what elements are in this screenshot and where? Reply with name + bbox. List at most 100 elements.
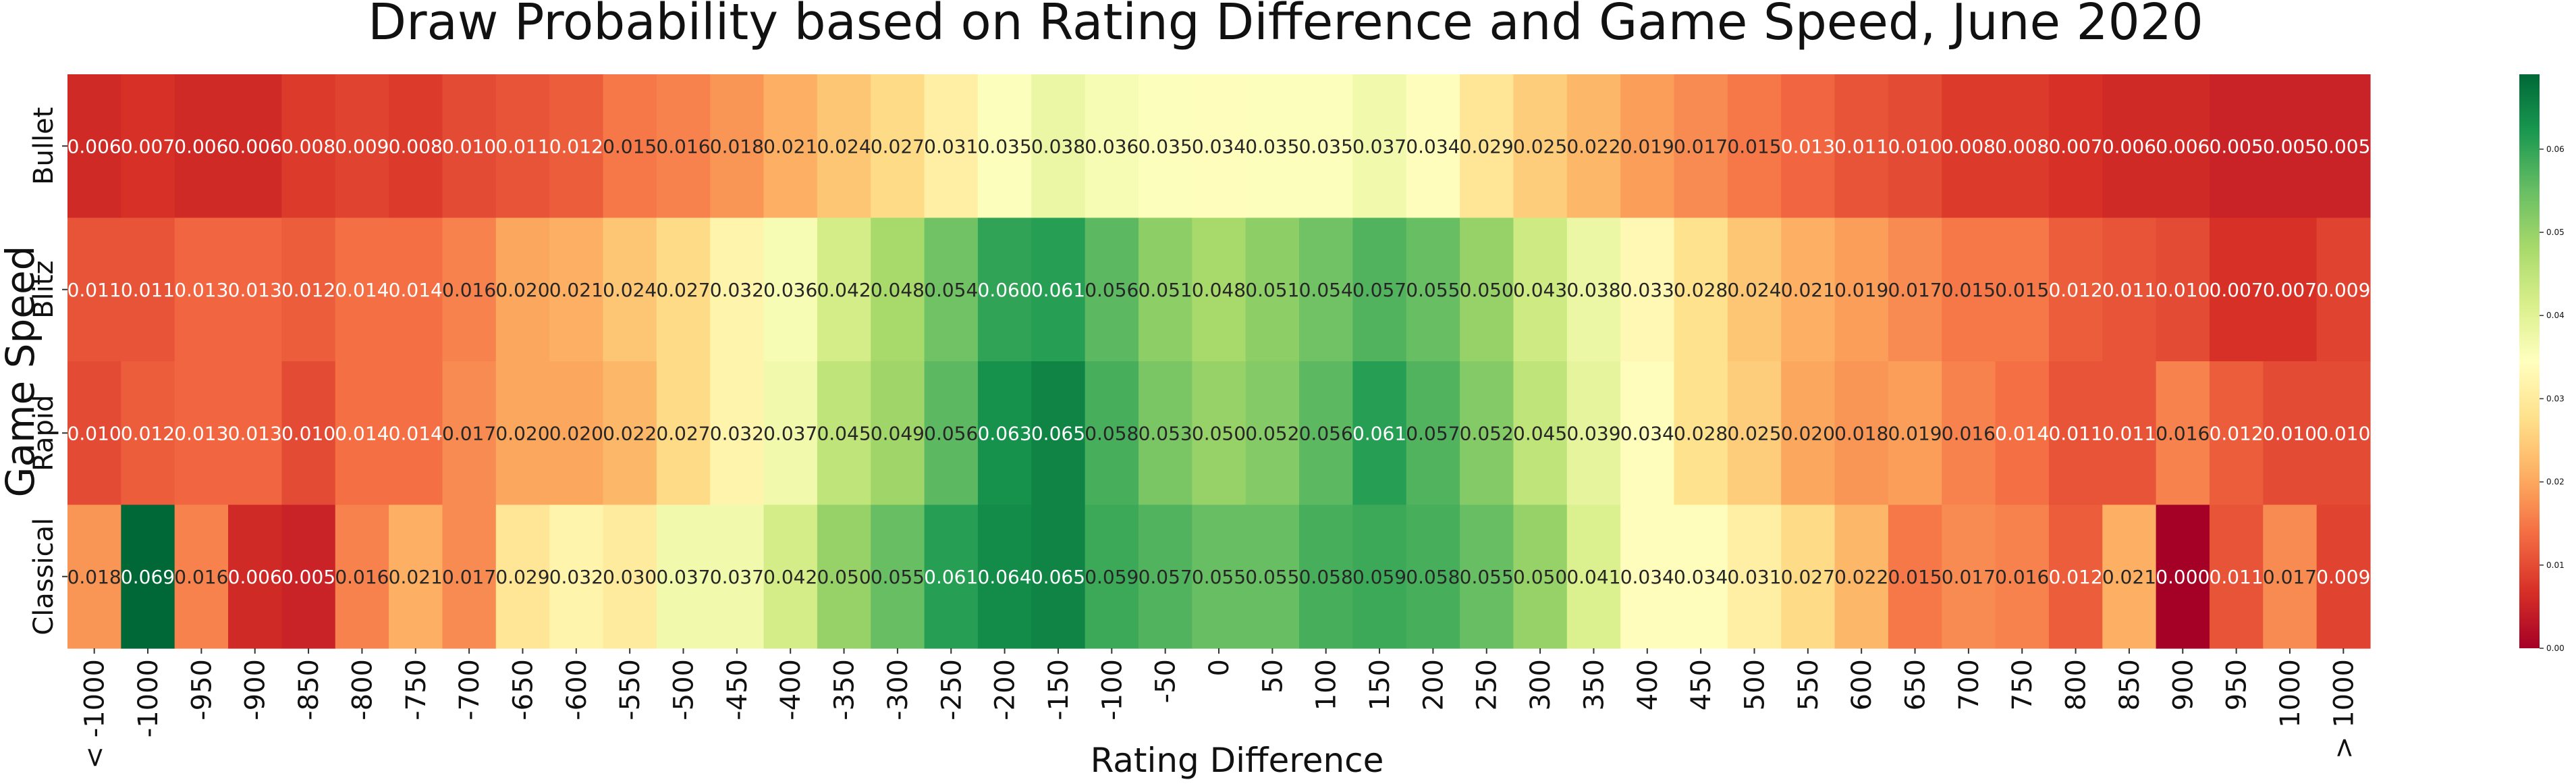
cell-value-label: 0.007 [2048,135,2102,157]
heatmap-cell [281,74,336,219]
heatmap-cell [2209,217,2264,362]
chart-title: Draw Probability based on Rating Differe… [368,0,2203,51]
cell-value-label: 0.057 [1406,422,1460,444]
x-tick-label: -1000 [133,659,164,737]
heatmap-cell [1942,217,1996,362]
heatmap-cell [2156,217,2210,362]
cell-value-label: 0.019 [1888,422,1942,444]
cell-value-label: 0.021 [389,566,443,588]
heatmap-cell [1085,504,1139,649]
cell-value-label: 0.020 [1781,422,1835,444]
heatmap-cell [603,74,657,219]
heatmap-cell [1031,74,1086,219]
heatmap-cell [1942,361,1996,506]
cell-value-label: 0.058 [1085,422,1139,444]
colorbar-gradient [2519,74,2540,648]
colorbar-tick-label: 0.02 [2546,477,2565,487]
cell-value-label: 0.028 [1674,422,1728,444]
cell-value-label: 0.016 [2156,422,2210,444]
heatmap-cell [603,217,657,362]
cell-value-label: 0.064 [978,566,1032,588]
cell-value-label: 0.032 [710,279,764,301]
heatmap-cell [1620,74,1675,219]
cell-value-label: 0.017 [1674,135,1728,157]
cell-value-label: 0.000 [2156,566,2210,588]
cell-value-label: 0.007 [2263,279,2317,301]
cell-value-label: 0.014 [335,422,389,444]
heatmap-cell [710,504,765,649]
cell-value-label: 0.027 [871,135,925,157]
heatmap-cell [335,217,389,362]
cell-value-label: 0.006 [67,135,121,157]
heatmap-cell [228,74,282,219]
y-tick-label: Blitz [28,261,59,319]
heatmap-cell [1299,504,1353,649]
cell-value-label: 0.020 [549,422,603,444]
heatmap-cell [710,217,765,362]
colorbar-tick-label: 0.00 [2546,644,2565,653]
x-tick-label: 850 [2114,659,2145,710]
heatmap-cell [1138,74,1193,219]
heatmap-cell [1245,361,1300,506]
cell-value-label: 0.039 [1566,422,1620,444]
heatmap-cell [817,361,871,506]
heatmap-cell [1460,74,1514,219]
heatmap-cell [2316,361,2371,506]
cell-value-label: 0.056 [1299,422,1353,444]
cell-value-label: 0.013 [228,279,282,301]
heatmap-cell [2048,74,2103,219]
heatmap-cell [1299,217,1353,362]
cell-value-label: 0.021 [2102,566,2156,588]
cell-value-label: 0.059 [1085,566,1139,588]
heatmap-cell [1674,217,1728,362]
cell-value-label: 0.034 [1620,422,1674,444]
heatmap-cell [1834,74,1889,219]
cell-value-label: 0.012 [121,422,175,444]
heatmap-cell [763,217,818,362]
heatmap-cell [495,504,550,649]
heatmap-cell [442,74,497,219]
colorbar-tick-label: 0.01 [2546,560,2565,570]
cell-value-label: 0.042 [763,566,817,588]
cell-value-label: 0.012 [2048,566,2102,588]
heatmap-cell [1513,504,1568,649]
cell-value-label: 0.041 [1566,566,1620,588]
cell-value-label: 0.038 [1566,279,1620,301]
cell-value-label: 0.020 [495,422,549,444]
cell-value-label: 0.031 [1727,566,1781,588]
heatmap-cell [2102,361,2157,506]
heatmap-cell [1781,74,1836,219]
colorbar-tick-label: 0.05 [2546,228,2565,237]
cell-value-label: 0.016 [1942,422,1996,444]
cell-value-label: 0.042 [817,279,871,301]
cell-value-label: 0.011 [67,279,121,301]
heatmap-cell [871,504,925,649]
heatmap-cell [2156,361,2210,506]
heatmap-cell [924,74,979,219]
heatmap-cell [1566,217,1621,362]
cell-value-label: 0.006 [174,135,228,157]
cell-value-label: 0.016 [335,566,389,588]
cell-value-label: 0.017 [2263,566,2317,588]
cell-value-label: 0.008 [1995,135,2049,157]
x-tick-label: -950 [186,659,217,721]
heatmap-cell [817,74,871,219]
cell-value-label: 0.005 [281,566,335,588]
heatmap-cell [1727,74,1782,219]
x-tick-label: 350 [1579,659,1610,710]
cell-value-label: 0.011 [2102,422,2156,444]
cell-value-label: 0.035 [1299,135,1353,157]
heatmap-cell [174,361,229,506]
cell-value-label: 0.053 [1139,422,1193,444]
heatmap-cell [1352,504,1407,649]
cell-value-label: 0.035 [1139,135,1193,157]
heatmap-cell [2048,361,2103,506]
heatmap-cell [1888,74,1942,219]
cell-value-label: 0.017 [1888,279,1942,301]
heatmap-cell [1620,361,1675,506]
x-tick-label: 800 [2061,659,2092,710]
heatmap-cells: 0.006 0.007 0.006 0.006 0.008 0.009 0.008 0.010… [67,74,2371,649]
cell-value-label: 0.014 [335,279,389,301]
x-tick-label: -150 [1043,659,1074,721]
heatmap-cell [1674,361,1728,506]
